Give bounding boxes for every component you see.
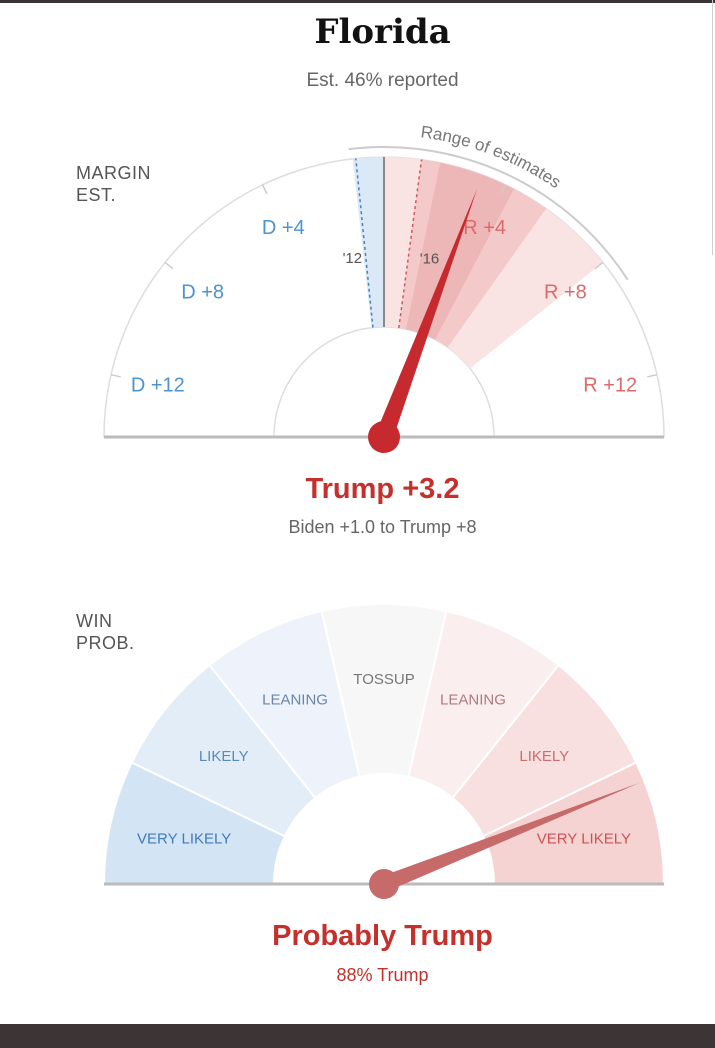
page-title: Florida xyxy=(314,12,451,52)
tick-label: R +4 xyxy=(463,217,506,239)
win-probability-text: 88% Trump xyxy=(336,965,429,985)
past-result-label: '12 xyxy=(343,250,363,267)
tick-mark xyxy=(110,373,121,378)
win-segment-label: TOSSUP xyxy=(353,671,414,688)
win-segment-label: LIKELY xyxy=(519,748,569,765)
tick-mark xyxy=(261,184,268,195)
bottom-bar xyxy=(0,1024,715,1048)
margin-gauge: Range of estimates'12'16D +12D +8D +4 R +… xyxy=(103,122,665,453)
tick-label: D +4 xyxy=(262,217,305,239)
win-segment-label: VERY LIKELY xyxy=(537,830,631,847)
tick-label: D +12 xyxy=(131,374,185,396)
margin-label-line1: MARGIN xyxy=(76,163,151,183)
past-result-line xyxy=(398,159,423,329)
edge-line xyxy=(712,0,713,255)
win-needle xyxy=(381,782,640,892)
tick-mark xyxy=(647,373,658,378)
win-probability-gauge: VERY LIKELY LIKELY LEANING TOSSUP LEANING LIK… xyxy=(102,603,666,899)
win-segment-label: LEANING xyxy=(262,691,328,708)
margin-needle xyxy=(375,188,478,441)
tick-label: R +12 xyxy=(583,374,637,396)
tick-label: D +8 xyxy=(181,281,224,303)
past-result-line xyxy=(355,158,374,328)
reported-status: Est. 46% reported xyxy=(306,70,459,91)
tick-mark xyxy=(164,261,174,270)
margin-label-line2: EST. xyxy=(76,185,117,205)
win-prob-label: WIN PROB. xyxy=(76,610,135,654)
win-prob-label-line1: WIN xyxy=(76,611,113,631)
win-segment-label: VERY LIKELY xyxy=(137,830,231,847)
margin-range-text: Biden +1.0 to Trump +8 xyxy=(288,517,477,537)
win-result: Probably Trump xyxy=(272,920,493,952)
tick-mark xyxy=(500,184,507,195)
past-result-label: '16 xyxy=(420,251,440,268)
margin-needle-hub xyxy=(368,421,400,453)
tick-mark xyxy=(594,261,604,270)
win-prob-label-line2: PROB. xyxy=(76,633,135,653)
top-bar xyxy=(0,0,715,3)
margin-result: Trump +3.2 xyxy=(305,473,460,505)
win-needle-hub xyxy=(369,869,399,899)
range-arc xyxy=(348,146,629,281)
tick-label: R +8 xyxy=(544,281,587,303)
win-segment-label: LIKELY xyxy=(199,748,249,765)
margin-label: MARGIN EST. xyxy=(76,162,151,206)
win-segment-label: LEANING xyxy=(440,691,506,708)
